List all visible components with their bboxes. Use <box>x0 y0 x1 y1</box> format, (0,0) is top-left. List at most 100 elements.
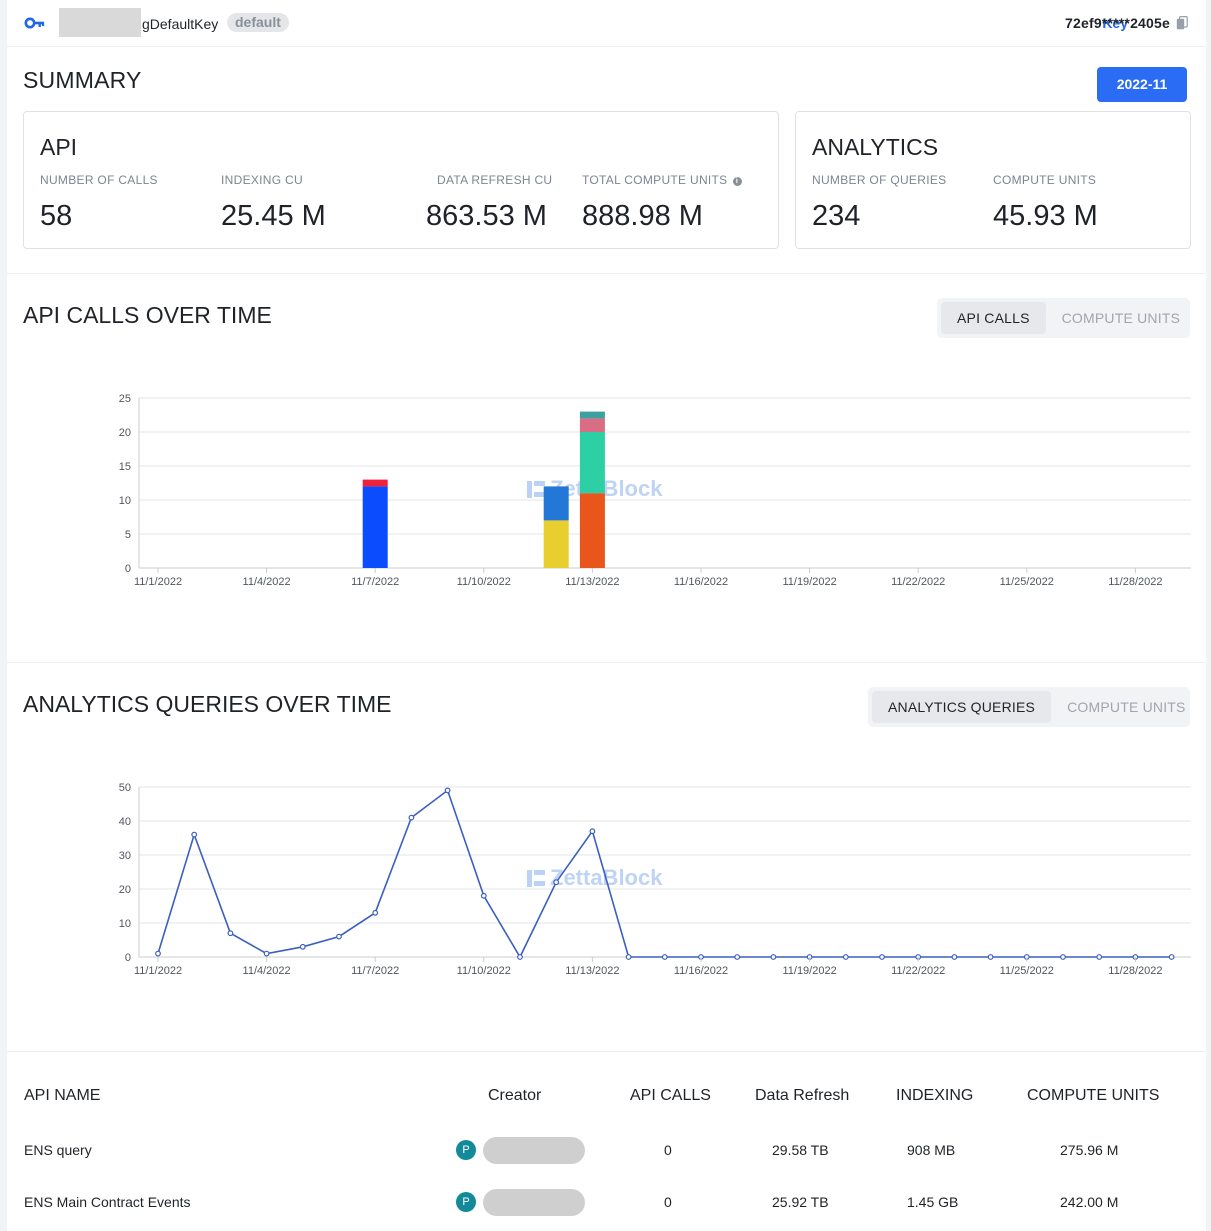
bar-x-tick-label: 11/19/2022 <box>782 576 836 588</box>
header-compute-units[interactable]: COMPUTE UNITS <box>1027 1087 1160 1104</box>
data-point[interactable] <box>770 954 777 960</box>
redacted-block <box>59 8 141 37</box>
line-y-tick-label: 30 <box>119 850 131 862</box>
section-divider <box>7 273 1206 274</box>
analytics-toggle: ANALYTICS QUERIES COMPUTE UNITS <box>868 687 1190 727</box>
bar-x-tick-label: 11/25/2022 <box>1000 576 1054 588</box>
bar-segment[interactable] <box>543 486 569 521</box>
watermark-text: ZettaBlock <box>550 865 663 890</box>
data-point[interactable] <box>1060 954 1066 960</box>
header-creator[interactable]: Creator <box>488 1087 542 1104</box>
data-point[interactable] <box>987 954 994 960</box>
line-x-tick-label: 11/4/2022 <box>243 965 291 977</box>
copy-icon[interactable] <box>1176 16 1188 30</box>
bar-y-tick-label: 10 <box>119 495 131 507</box>
analytics-queries-title: ANALYTICS QUERIES OVER TIME <box>23 691 392 717</box>
api-calls-bar-chart: 0 5 10 15 20 25 ZettaBlock 11/1/2022 11/4/2022… <box>119 393 1191 588</box>
data-point[interactable] <box>589 828 596 835</box>
data-point[interactable] <box>661 954 668 960</box>
data-point[interactable] <box>1096 954 1103 960</box>
data-point[interactable] <box>263 950 270 957</box>
bar-x-tick-label: 11/13/2022 <box>565 576 619 588</box>
data-point[interactable] <box>1168 954 1175 960</box>
bar-segment[interactable] <box>579 418 605 432</box>
data-point[interactable] <box>155 950 161 957</box>
toggle-analytics-queries[interactable]: ANALYTICS QUERIES <box>872 691 1052 723</box>
data-point[interactable] <box>951 954 958 960</box>
toggle-api-calls[interactable]: API CALLS <box>941 302 1046 334</box>
line-y-tick-label: 10 <box>119 918 131 930</box>
metric-value-total: 888.98 M <box>582 200 703 232</box>
cell-api-name[interactable]: ENS query <box>24 1142 92 1158</box>
bar-x-tick-label: 11/28/2022 <box>1108 576 1162 588</box>
api-summary-card: API NUMBER OF CALLS 58 INDEXING CU 25.45… <box>23 111 779 249</box>
usage-page: gDefaultKey default Key 72ef9*****2405e … <box>7 0 1206 1231</box>
line-x-tick-label: 11/13/2022 <box>565 965 619 977</box>
bar-segment[interactable] <box>362 486 388 568</box>
data-point[interactable] <box>191 831 198 838</box>
data-point[interactable] <box>336 933 342 940</box>
metric-value-data-refresh: 863.53 M <box>426 200 547 232</box>
metric-value-an-cu: 45.93 M <box>993 200 1098 232</box>
bar-segment[interactable] <box>362 479 388 487</box>
api-calls-toggle: API CALLS COMPUTE UNITS <box>937 298 1190 338</box>
data-point[interactable] <box>879 954 885 960</box>
metric-label-queries: NUMBER OF QUERIES <box>812 173 947 187</box>
metric-value-queries: 234 <box>812 200 861 232</box>
data-point[interactable] <box>625 954 632 960</box>
section-divider <box>7 1051 1206 1052</box>
key-value: 72ef9*****2405e <box>1065 15 1170 31</box>
data-point[interactable] <box>517 954 523 960</box>
metric-label-data-refresh: DATA REFRESH CU <box>437 173 553 187</box>
avatar: P <box>456 1140 476 1160</box>
cell-compute-units: 275.96 M <box>1060 1142 1119 1158</box>
line-x-tick-label: 11/7/2022 <box>351 965 399 977</box>
bar-segment[interactable] <box>579 411 605 419</box>
line-y-tick-label: 20 <box>119 884 131 896</box>
bar-segment[interactable] <box>579 432 605 494</box>
cell-api-name[interactable]: ENS Main Contract Events <box>24 1194 191 1210</box>
api-card-title: API <box>40 134 78 160</box>
redacted-creator <box>483 1137 585 1164</box>
metric-value-calls: 58 <box>40 200 73 232</box>
bar-y-tick-label: 20 <box>119 427 131 439</box>
cell-data-refresh: 25.92 TB <box>772 1194 829 1210</box>
bar-x-tick-label: 11/7/2022 <box>351 576 399 588</box>
bar-y-tick-label: 0 <box>125 563 131 575</box>
header-api-name[interactable]: API NAME <box>24 1087 101 1104</box>
key-label: Key <box>1102 15 1128 31</box>
cell-api-calls: 0 <box>664 1142 672 1158</box>
data-point[interactable] <box>444 787 451 794</box>
header-api-calls[interactable]: API CALLS <box>630 1087 711 1104</box>
data-point[interactable] <box>372 909 379 916</box>
summary-title: SUMMARY <box>23 67 142 93</box>
line-y-tick-label: 40 <box>119 816 131 828</box>
data-point[interactable] <box>553 879 560 886</box>
series-line <box>157 789 1172 959</box>
data-point[interactable] <box>480 892 487 899</box>
month-select-button[interactable]: 2022-11 <box>1097 67 1187 102</box>
cell-indexing: 908 MB <box>907 1142 956 1158</box>
avatar: P <box>456 1192 476 1212</box>
analytics-summary-card: ANALYTICS NUMBER OF QUERIES 234 COMPUTE … <box>795 111 1191 249</box>
line-x-tick-label: 11/16/2022 <box>674 965 728 977</box>
api-calls-title: API CALLS OVER TIME <box>23 302 272 328</box>
bar-segment[interactable] <box>579 493 605 568</box>
data-point[interactable] <box>227 930 234 937</box>
cell-api-calls: 0 <box>664 1194 672 1210</box>
toggle-analytics-compute-units[interactable]: COMPUTE UNITS <box>1067 699 1186 715</box>
bar-segment[interactable] <box>543 520 569 568</box>
bar-x-tick-label: 11/4/2022 <box>243 576 291 588</box>
data-point[interactable] <box>299 943 306 950</box>
data-point[interactable] <box>408 814 415 821</box>
metric-label-an-cu: COMPUTE UNITS <box>993 173 1097 187</box>
header-indexing[interactable]: INDEXING <box>896 1087 974 1104</box>
line-x-tick-label: 11/25/2022 <box>1000 965 1054 977</box>
metric-value-indexing: 25.45 M <box>221 200 326 232</box>
header-data-refresh[interactable]: Data Refresh <box>755 1087 850 1104</box>
toggle-api-compute-units[interactable]: COMPUTE UNITS <box>1061 310 1181 326</box>
info-icon[interactable]: i <box>732 177 742 186</box>
data-point[interactable] <box>842 954 849 960</box>
data-point[interactable] <box>734 954 741 960</box>
key-name: gDefaultKey <box>142 16 219 32</box>
